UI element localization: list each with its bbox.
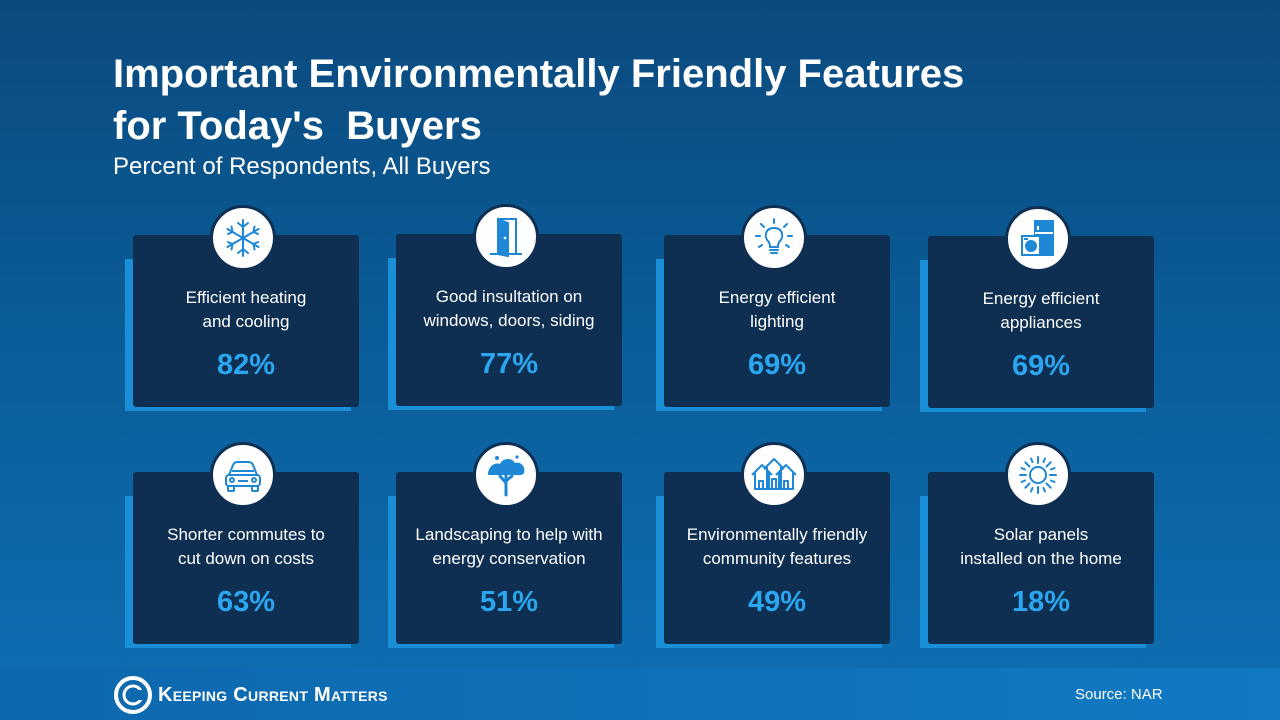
sun-icon	[1019, 456, 1057, 494]
tree-icon	[488, 455, 525, 497]
card-percentage: 49%	[747, 586, 807, 618]
lightbulb-icon	[755, 218, 793, 254]
footer-bar	[0, 668, 1280, 720]
feature-card-lighting: Energy efficient lighting 69%	[656, 205, 890, 411]
card-percentage: 77%	[479, 348, 539, 380]
card-percentage: 69%	[1011, 350, 1071, 382]
card-percentage: 69%	[747, 349, 807, 381]
card-label: Efficient heating and cooling	[185, 288, 307, 331]
card-percentage: 82%	[216, 349, 276, 381]
icon-badge	[210, 205, 276, 271]
icon-badge	[741, 442, 807, 508]
car-icon	[225, 461, 261, 492]
feature-card-appliances: Energy efficient appliances 69%	[920, 206, 1154, 412]
page-title: Important Environmentally Friendly Featu…	[113, 48, 1113, 152]
card-label: Shorter commutes to cut down on costs	[167, 525, 325, 568]
card-label: Energy efficient appliances	[982, 289, 1100, 332]
title-line-1: Important Environmentally Friendly Featu…	[113, 52, 965, 96]
appliances-icon	[1021, 220, 1054, 256]
houses-icon	[751, 458, 797, 490]
icon-badge	[741, 205, 807, 271]
feature-card-insulation: Good insultation on windows, doors, sidi…	[388, 204, 622, 410]
source-credit: Source: NAR	[1075, 686, 1163, 703]
card-label: Good insultation on windows, doors, sidi…	[423, 287, 595, 330]
card-label: Energy efficient lighting	[718, 288, 836, 331]
feature-card-landscaping: Landscaping to help with energy conserva…	[388, 442, 622, 648]
feature-card-commutes: Shorter commutes to cut down on costs 63…	[125, 442, 359, 648]
card-label: Solar panels installed on the home	[960, 525, 1122, 568]
card-percentage: 51%	[479, 586, 539, 618]
card-percentage: 63%	[216, 586, 276, 618]
feature-card-community: Environmentally friendly community featu…	[656, 442, 890, 648]
icon-badge	[1005, 206, 1071, 272]
kcm-logo: Keeping Current Matters	[114, 676, 388, 714]
door-icon	[490, 217, 522, 258]
icon-badge	[473, 204, 539, 270]
icon-badge	[1005, 442, 1071, 508]
icon-badge	[473, 442, 539, 508]
feature-card-solar: Solar panels installed on the home 18%	[920, 442, 1154, 648]
title-line-2: for Today's Buyers	[113, 104, 482, 148]
page-subtitle: Percent of Respondents, All Buyers	[113, 153, 491, 180]
logo-mark-icon	[114, 676, 152, 714]
logo-text: Keeping Current Matters	[158, 683, 388, 706]
snowflake-icon	[226, 219, 260, 257]
card-label: Landscaping to help with energy conserva…	[415, 525, 603, 568]
feature-card-heating-cooling: Efficient heating and cooling 82%	[125, 205, 359, 411]
icon-badge	[210, 442, 276, 508]
card-label: Environmentally friendly community featu…	[686, 525, 868, 568]
card-percentage: 18%	[1011, 586, 1071, 618]
